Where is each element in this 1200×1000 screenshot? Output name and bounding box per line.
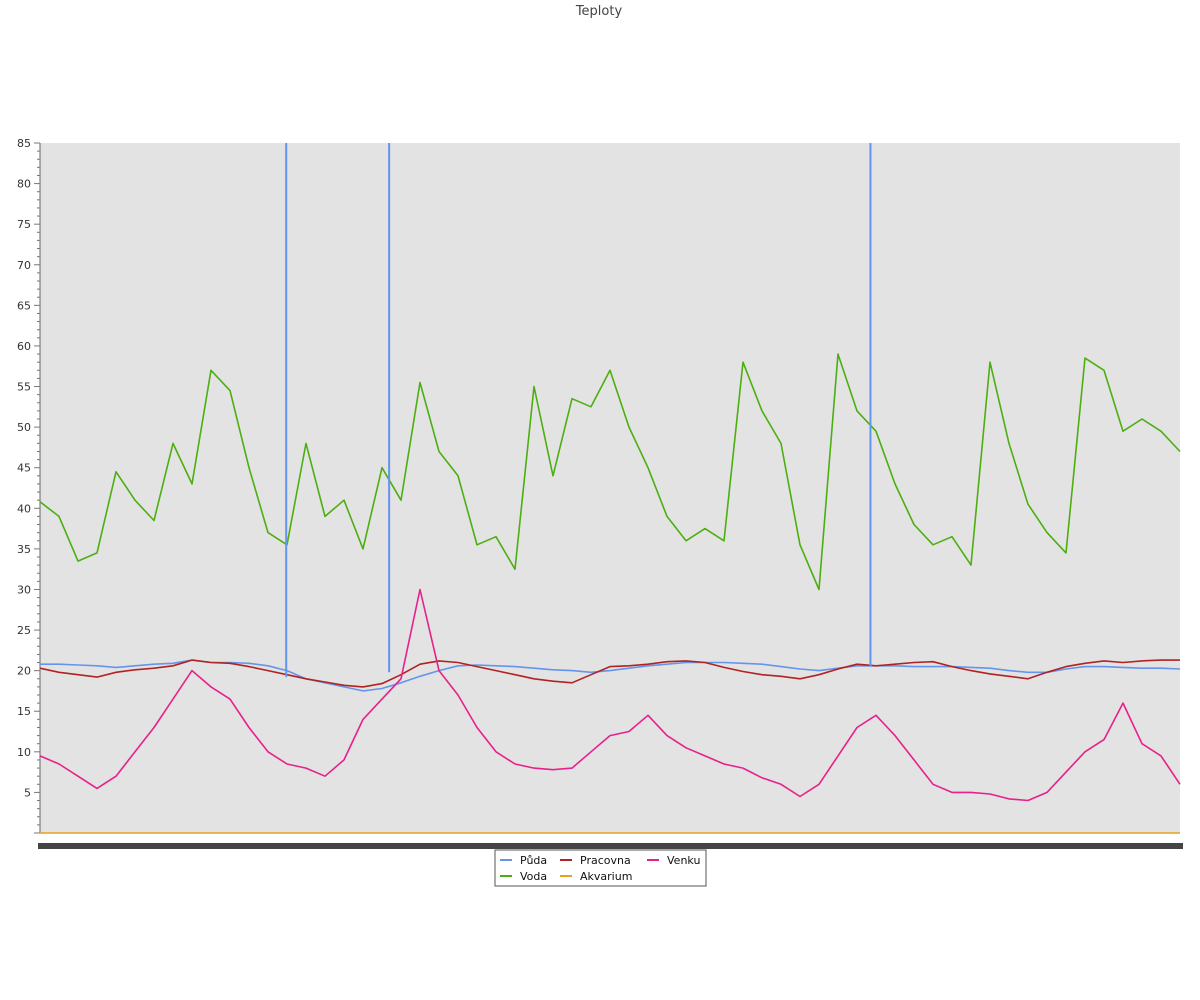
chart-title: Teploty (575, 4, 623, 19)
series-line-1 (39, 353, 1181, 591)
x-axis-band (38, 843, 1183, 849)
series-line-2 (39, 659, 1180, 688)
y-tick-label: 70 (17, 259, 31, 272)
plot-area (40, 143, 1180, 833)
y-tick-label: 40 (17, 502, 31, 515)
y-tick-label: 10 (17, 746, 31, 759)
y-tick-label: 20 (17, 665, 31, 678)
y-axis: 5 10 15 20 25 30 35 40 45 50 55 60 65 70 75 80 85 (17, 137, 41, 834)
y-tick-label: 65 (17, 299, 31, 312)
y-tick-label: 45 (17, 462, 31, 475)
legend-label-4: Venku (667, 854, 700, 867)
y-tick-label: 50 (17, 421, 31, 434)
y-tick-label: 15 (17, 705, 31, 718)
y-tick-label: 5 (24, 786, 31, 799)
legend-label-0: Půda (520, 854, 547, 867)
series-layer (39, 143, 1181, 834)
legend-label-2: Pracovna (580, 854, 631, 867)
legend-label-3: Akvarium (580, 870, 632, 883)
legend-label-1: Voda (520, 870, 547, 883)
series-line-4 (39, 588, 1181, 802)
y-tick-label: 60 (17, 340, 31, 353)
x-axis-bar (38, 843, 1183, 849)
y-tick-label: 55 (17, 381, 31, 394)
y-tick-label: 25 (17, 624, 31, 637)
y-tick-label: 30 (17, 583, 31, 596)
y-tick-label: 80 (17, 178, 31, 191)
y-tick-label: 85 (17, 137, 31, 150)
y-tick-label: 35 (17, 543, 31, 556)
legend-box (494, 849, 707, 887)
legend: Půda Pracovna Venku Voda Akvarium (494, 849, 707, 887)
y-tick-label: 75 (17, 218, 31, 231)
